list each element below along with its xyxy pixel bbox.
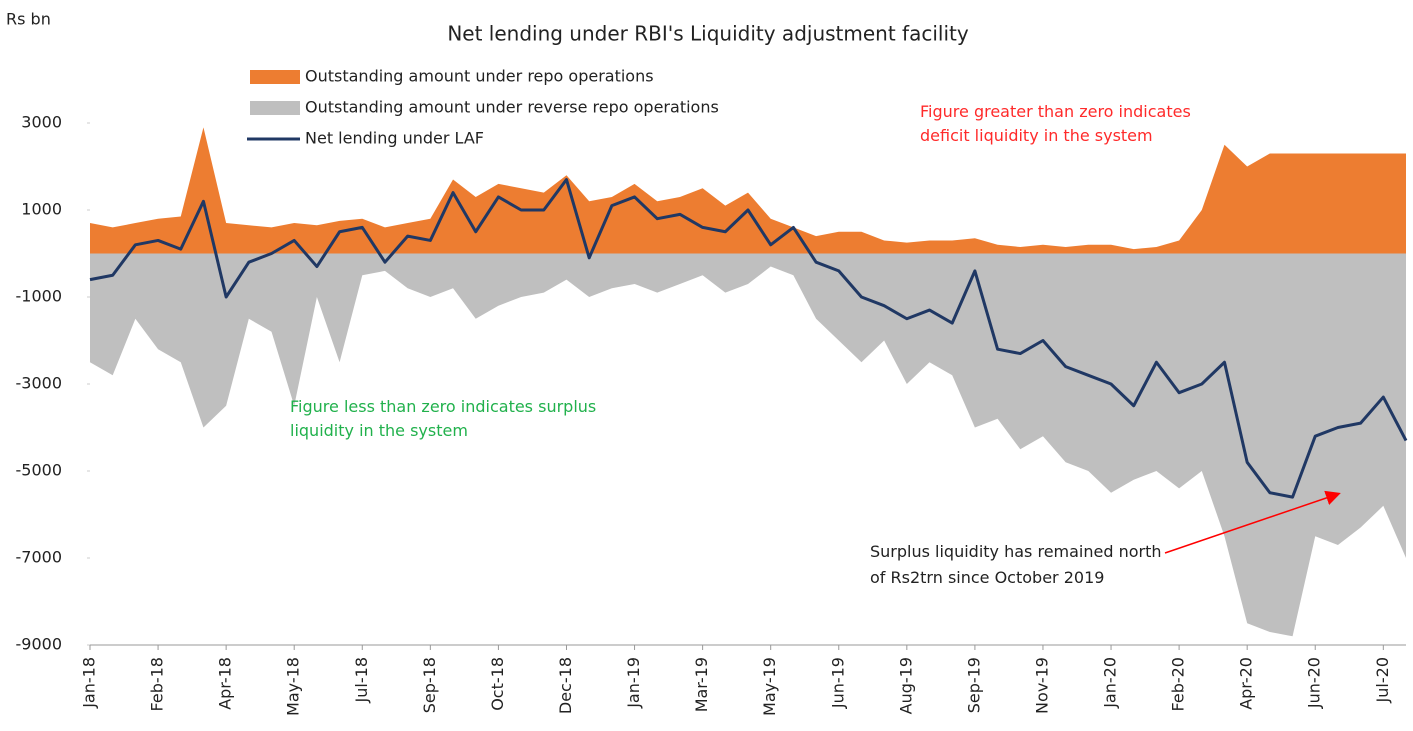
y-tick-label: -9000	[16, 635, 63, 654]
x-tick-label: Jan-20	[1101, 657, 1120, 709]
x-tick-label: Feb-18	[148, 657, 167, 711]
x-tick-label: Nov-19	[1032, 657, 1051, 714]
y-tick-label: 3000	[21, 113, 62, 132]
annotation-note: Surplus liquidity has remained north of …	[870, 542, 1162, 587]
x-tick-label: Apr-18	[216, 657, 235, 710]
y-tick-label: -3000	[16, 374, 63, 393]
x-tick-label: Sep-19	[964, 657, 983, 713]
annotation-box: Figure less than zero indicates surplus …	[290, 397, 597, 440]
x-tick-label: Apr-20	[1237, 657, 1256, 710]
legend-label: Net lending under LAF	[305, 129, 484, 148]
x-tick-label: Jun-19	[828, 657, 847, 709]
y-tick-label: -5000	[16, 461, 63, 480]
y-tick-label: -7000	[16, 548, 63, 567]
x-tick-label: Jul-20	[1373, 657, 1392, 703]
chart-title: Net lending under RBI's Liquidity adjust…	[447, 22, 969, 46]
legend-swatch	[250, 70, 300, 84]
y-tick-label: 1000	[21, 200, 62, 219]
x-tick-label: Sep-18	[420, 657, 439, 713]
x-tick-label: Jan-19	[624, 657, 643, 709]
x-tick-label: Feb-20	[1169, 657, 1188, 711]
y-tick-label: -1000	[16, 287, 63, 306]
annotation-deficit: Figure greater than zero indicates defic…	[920, 102, 1191, 145]
legend: Outstanding amount under repo operations…	[247, 67, 719, 148]
x-tick-label: May-19	[760, 657, 779, 716]
x-tick-label: Jan-18	[80, 657, 99, 709]
annotation-box: Surplus liquidity has remained north of …	[870, 542, 1162, 587]
legend-swatch	[250, 101, 300, 115]
line	[89, 178, 1408, 499]
x-tick-label: Dec-18	[556, 657, 575, 714]
annotation-surplus: Figure less than zero indicates surplus …	[290, 397, 597, 440]
y-axis-unit: Rs bn	[6, 10, 51, 29]
x-tick-label: May-18	[284, 657, 303, 716]
area	[90, 127, 1406, 254]
annotation-arrow	[1164, 490, 1341, 554]
plot: 3000 1000 -1000 -3000 -5000 -7000 -9000 Jan-18 F…	[16, 113, 1408, 716]
annotation-box: Figure greater than zero indicates defic…	[920, 102, 1191, 145]
x-tick-label: Aug-19	[896, 657, 915, 714]
x-tick-label: Mar-19	[692, 657, 711, 712]
x-tick-label: Jul-18	[352, 657, 371, 703]
legend-label: Outstanding amount under reverse repo op…	[305, 98, 719, 117]
x-tick-label: Jun-20	[1305, 657, 1324, 709]
legend-label: Outstanding amount under repo operations	[305, 67, 654, 86]
x-tick-label: Oct-18	[488, 657, 507, 711]
area	[90, 253, 1406, 637]
